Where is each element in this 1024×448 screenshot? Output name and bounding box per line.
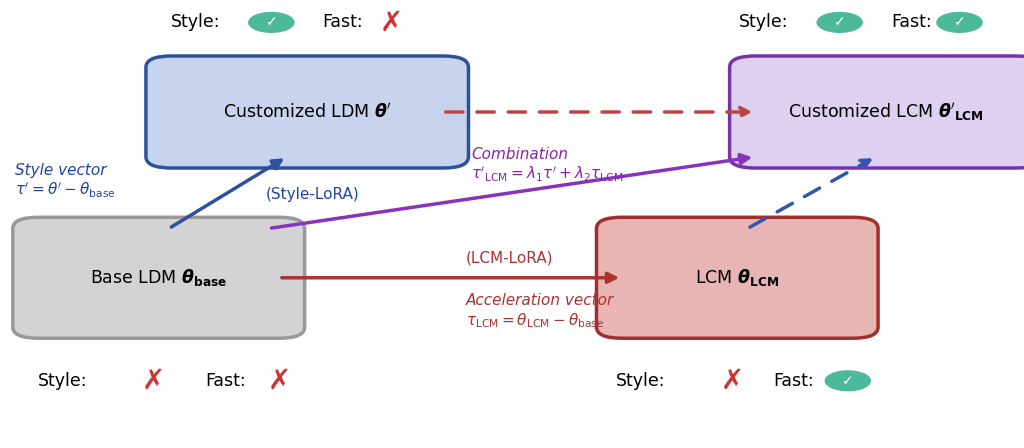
FancyBboxPatch shape (729, 56, 1024, 168)
Text: ✗: ✗ (721, 367, 743, 395)
Text: Combination
$\tau'_\mathrm{LCM} = \lambda_1\tau' + \lambda_2\tau_\mathrm{LCM}$: Combination $\tau'_\mathrm{LCM} = \lambd… (471, 147, 624, 185)
Circle shape (817, 13, 862, 32)
Text: Base LDM $\boldsymbol{\theta}_\mathbf{base}$: Base LDM $\boldsymbol{\theta}_\mathbf{ba… (90, 267, 227, 288)
Text: Fast:: Fast: (205, 372, 246, 390)
Circle shape (825, 371, 870, 391)
Text: Acceleration vector
$\tau_\mathrm{LCM} = \theta_\mathrm{LCM} - \theta_\mathrm{ba: Acceleration vector $\tau_\mathrm{LCM} =… (466, 293, 614, 330)
Text: (Style-LoRA): (Style-LoRA) (266, 187, 360, 202)
Text: ✗: ✗ (142, 367, 165, 395)
FancyBboxPatch shape (145, 56, 469, 168)
Text: Customized LDM $\boldsymbol{\theta}'$: Customized LDM $\boldsymbol{\theta}'$ (223, 103, 391, 121)
Circle shape (937, 13, 982, 32)
Text: Style vector
$\tau' = \theta' - \theta_\mathrm{base}$: Style vector $\tau' = \theta' - \theta_\… (15, 163, 116, 200)
Text: Fast:: Fast: (891, 13, 932, 31)
Text: (LCM-LoRA): (LCM-LoRA) (466, 250, 553, 265)
Text: ✓: ✓ (265, 15, 278, 30)
Text: ✗: ✗ (268, 367, 291, 395)
Text: ✓: ✓ (842, 374, 854, 388)
Text: ✓: ✓ (953, 15, 966, 30)
Text: Fast:: Fast: (773, 372, 814, 390)
Text: LCM $\boldsymbol{\theta}_\mathbf{LCM}$: LCM $\boldsymbol{\theta}_\mathbf{LCM}$ (695, 267, 779, 288)
Text: Customized LCM $\boldsymbol{\theta}'_\mathbf{LCM}$: Customized LCM $\boldsymbol{\theta}'_\ma… (787, 101, 984, 123)
Text: Style:: Style: (38, 372, 87, 390)
Text: Style:: Style: (171, 13, 220, 31)
Circle shape (249, 13, 294, 32)
Text: ✗: ✗ (380, 9, 402, 36)
Text: Style:: Style: (616, 372, 666, 390)
Text: ✓: ✓ (834, 15, 846, 30)
FancyBboxPatch shape (596, 217, 878, 338)
Text: Style:: Style: (739, 13, 788, 31)
Text: Fast:: Fast: (323, 13, 364, 31)
FancyBboxPatch shape (13, 217, 305, 338)
